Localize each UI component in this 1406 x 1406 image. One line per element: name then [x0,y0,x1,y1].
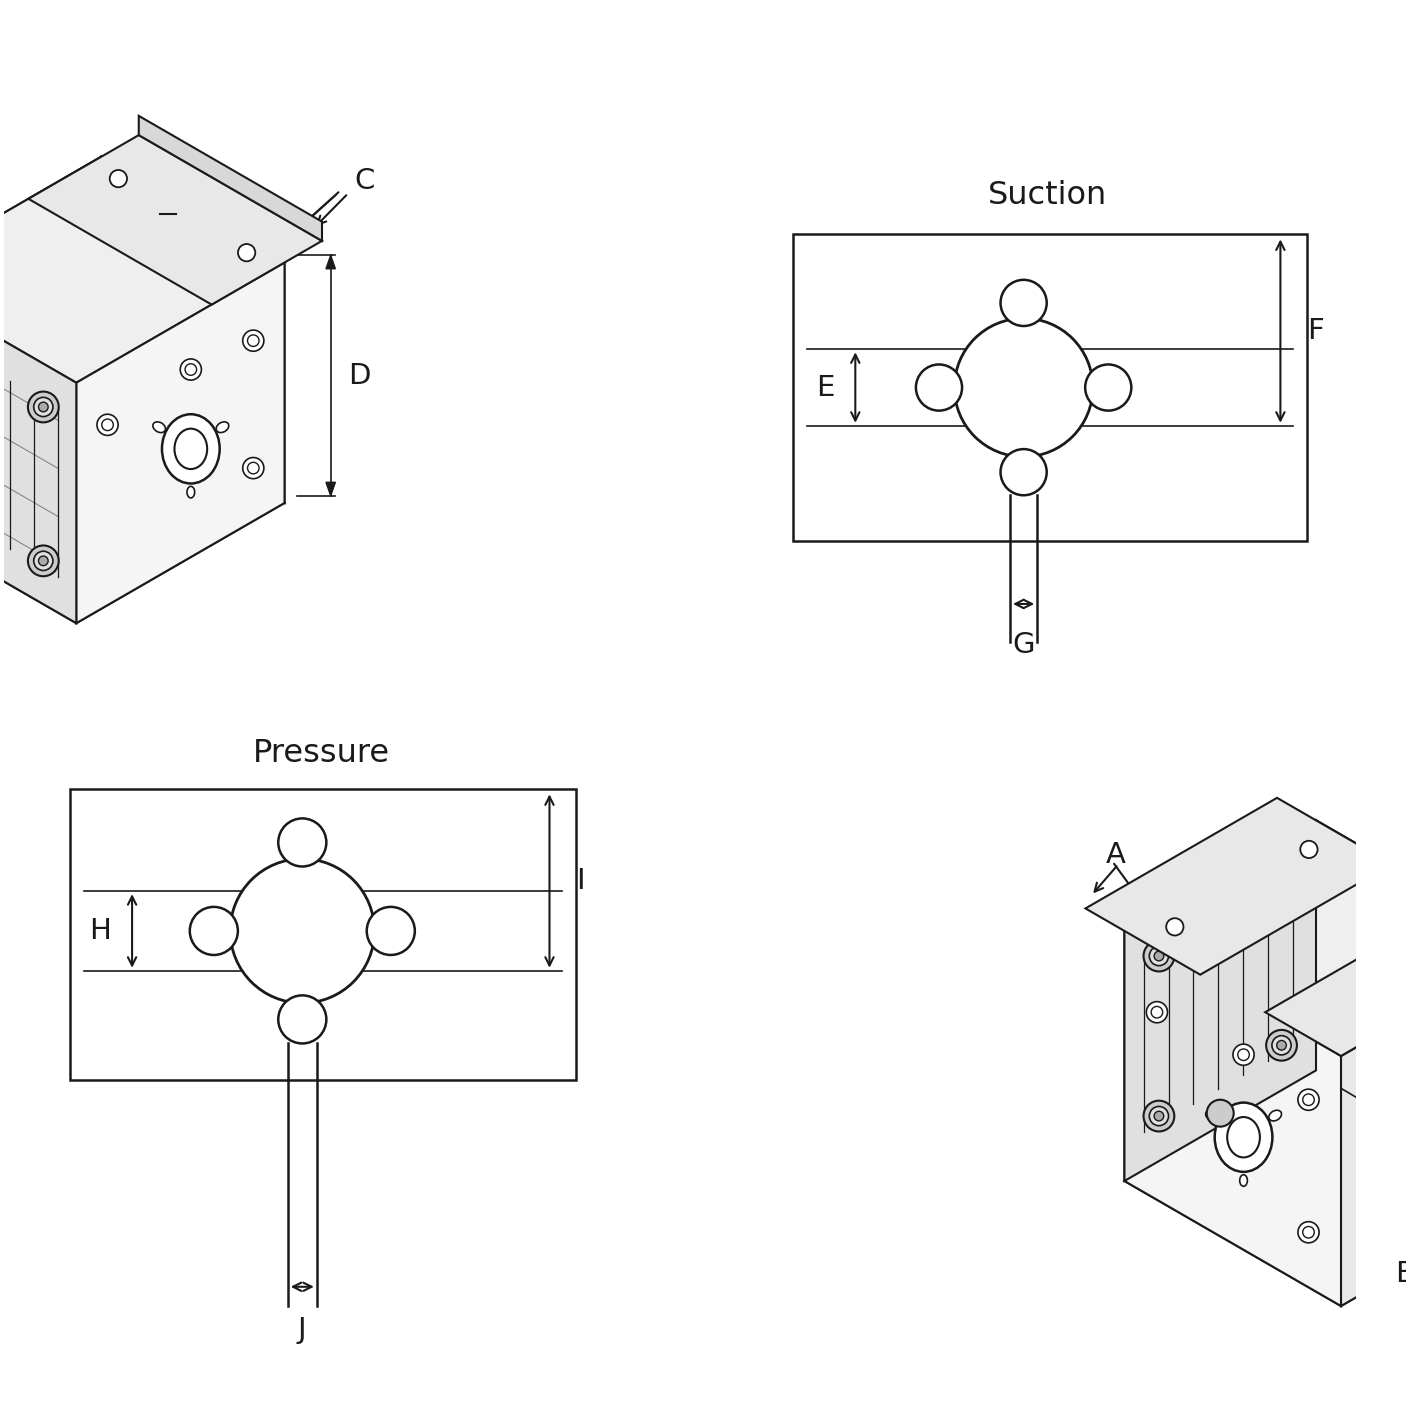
Circle shape [1143,1101,1174,1132]
Circle shape [1152,1007,1163,1018]
Text: J: J [298,1316,307,1344]
Polygon shape [1125,931,1341,1306]
Ellipse shape [1227,1116,1260,1157]
Circle shape [278,818,326,866]
Circle shape [231,859,374,1002]
Circle shape [186,364,197,375]
Circle shape [1303,1094,1315,1105]
Ellipse shape [1240,1175,1247,1187]
Polygon shape [326,256,336,269]
Circle shape [247,463,259,474]
Text: B: B [1395,1260,1406,1288]
Ellipse shape [162,415,219,484]
Ellipse shape [1205,1111,1218,1121]
Circle shape [915,364,962,411]
Polygon shape [0,156,101,517]
Circle shape [1298,1090,1319,1111]
Polygon shape [1125,1070,1406,1306]
Circle shape [1166,918,1184,935]
Bar [793,233,1308,541]
Ellipse shape [1215,1102,1272,1171]
Circle shape [278,995,326,1043]
Circle shape [1237,1049,1250,1060]
Circle shape [1267,1031,1296,1060]
Circle shape [1149,946,1168,966]
Text: E: E [815,374,834,402]
Ellipse shape [153,422,166,433]
Polygon shape [326,482,336,496]
Circle shape [955,318,1092,457]
Circle shape [28,392,59,422]
Circle shape [38,402,48,412]
Polygon shape [1085,797,1392,974]
Circle shape [1085,364,1132,411]
Circle shape [97,415,118,436]
Circle shape [247,335,259,346]
Circle shape [1272,1036,1291,1054]
Ellipse shape [217,422,229,433]
Circle shape [1277,880,1286,890]
Circle shape [1301,841,1317,858]
Circle shape [1267,870,1296,901]
Text: H: H [89,917,111,945]
Text: F: F [1308,318,1324,344]
Circle shape [1303,1226,1315,1239]
Circle shape [38,555,48,565]
Circle shape [1272,876,1291,894]
Text: Pressure: Pressure [253,738,389,769]
Polygon shape [1265,901,1406,1056]
Circle shape [1146,1001,1167,1022]
Ellipse shape [174,429,207,470]
Text: C: C [354,167,375,195]
Circle shape [1149,1107,1168,1126]
Circle shape [1143,941,1174,972]
Polygon shape [1341,945,1406,1306]
Ellipse shape [187,486,194,498]
Text: D: D [349,361,371,389]
Text: Suction: Suction [988,180,1108,211]
Text: I: I [576,868,585,896]
Polygon shape [101,156,284,503]
Circle shape [1154,1111,1164,1121]
Circle shape [1298,1222,1319,1243]
Circle shape [1233,1045,1254,1066]
Circle shape [180,359,201,380]
Polygon shape [76,263,284,623]
Circle shape [34,551,53,571]
Polygon shape [139,115,322,240]
Polygon shape [28,135,322,305]
Circle shape [1001,280,1046,326]
Polygon shape [0,156,284,382]
Polygon shape [1316,820,1406,1195]
Text: A: A [1105,841,1125,869]
Circle shape [1277,1040,1286,1050]
Circle shape [110,170,127,187]
Circle shape [243,330,264,352]
Circle shape [243,457,264,478]
Polygon shape [1125,820,1406,1056]
Circle shape [1206,1099,1233,1126]
Circle shape [1154,952,1164,960]
Ellipse shape [1268,1111,1281,1121]
Circle shape [238,245,256,262]
Polygon shape [1125,820,1316,1181]
Circle shape [34,398,53,416]
Polygon shape [0,277,76,623]
Circle shape [190,907,238,955]
Bar [69,789,576,1080]
Circle shape [367,907,415,955]
Circle shape [28,546,59,576]
Circle shape [101,419,114,430]
Polygon shape [0,396,284,623]
Text: G: G [1012,631,1035,659]
Circle shape [1001,449,1046,495]
